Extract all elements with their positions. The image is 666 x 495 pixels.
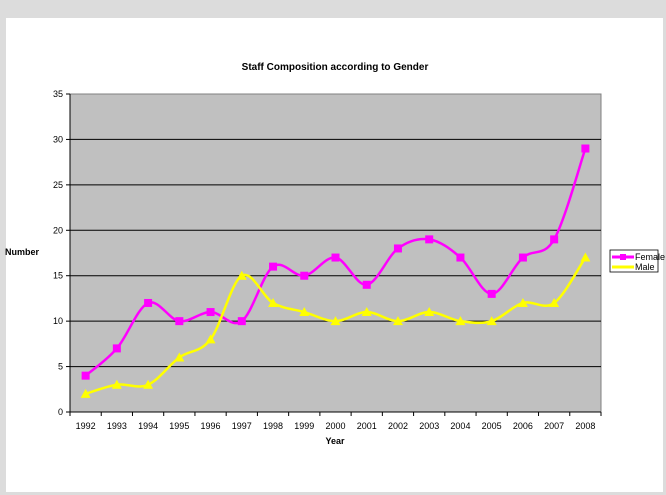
x-tick-label: 1994 xyxy=(138,421,158,431)
data-point-female xyxy=(393,244,402,253)
data-point-male xyxy=(455,316,466,326)
x-tick-label: 2007 xyxy=(544,421,564,431)
data-point-female xyxy=(518,253,527,262)
x-tick-label: 2006 xyxy=(513,421,533,431)
data-point-female xyxy=(425,235,434,244)
x-axis-title: Year xyxy=(325,436,345,446)
x-tick-label: 2001 xyxy=(357,421,377,431)
plot-area xyxy=(69,93,602,413)
y-axis: 0 5 10 15 20 25 30 35 xyxy=(53,89,71,417)
data-point-male xyxy=(205,334,216,344)
data-point-male xyxy=(143,379,154,389)
x-axis: 1992 1993 1994 1995 1996 1997 1998 1999 2000 2001… xyxy=(69,411,602,431)
chart-title: Staff Composition according to Gender xyxy=(242,62,429,73)
x-tick-label: 2008 xyxy=(575,421,595,431)
data-point-female xyxy=(81,371,90,380)
data-point-female xyxy=(144,298,153,307)
x-tick-label: 1997 xyxy=(232,421,252,431)
data-point-female xyxy=(331,253,340,262)
data-point-male xyxy=(392,316,403,326)
data-point-male xyxy=(299,307,310,317)
y-tick-label: 30 xyxy=(53,134,63,144)
data-point-male xyxy=(424,307,435,317)
y-tick-label: 35 xyxy=(53,89,63,99)
legend-label-male: Male xyxy=(635,262,655,272)
y-tick-label: 0 xyxy=(58,407,63,417)
data-point-female xyxy=(487,289,496,298)
legend: Female Male xyxy=(609,249,665,273)
series-markers xyxy=(80,144,591,398)
x-tick-label: 1992 xyxy=(76,421,96,431)
x-tick-label: 1995 xyxy=(169,421,189,431)
data-point-male xyxy=(268,297,279,307)
x-tick-label: 1999 xyxy=(294,421,314,431)
data-point-male xyxy=(486,316,497,326)
x-tick-label: 2005 xyxy=(482,421,502,431)
y-tick-label: 25 xyxy=(53,180,63,190)
data-point-female xyxy=(581,144,590,153)
y-tick-label: 10 xyxy=(53,316,63,326)
data-point-male xyxy=(580,252,591,262)
data-point-female xyxy=(237,317,246,326)
x-tick-label: 1998 xyxy=(263,421,283,431)
data-point-female xyxy=(269,262,278,271)
data-point-male xyxy=(549,297,560,307)
data-point-female xyxy=(456,253,465,262)
data-point-female xyxy=(550,235,559,244)
data-point-male xyxy=(330,316,341,326)
data-point-male xyxy=(236,270,247,280)
data-point-male xyxy=(111,379,122,389)
x-tick-label: 2000 xyxy=(325,421,345,431)
legend-marker-female xyxy=(620,254,626,260)
data-point-male xyxy=(361,307,372,317)
x-tick-label: 2002 xyxy=(388,421,408,431)
y-tick-label: 20 xyxy=(53,225,63,235)
y-axis-title: Number xyxy=(5,247,40,257)
x-tick-label: 2003 xyxy=(419,421,439,431)
data-point-male xyxy=(174,352,185,362)
x-tick-label: 1993 xyxy=(107,421,127,431)
legend-label-female: Female xyxy=(635,252,665,262)
data-point-male xyxy=(517,297,528,307)
data-point-female xyxy=(362,280,371,289)
data-point-male xyxy=(80,388,91,398)
y-tick-label: 15 xyxy=(53,271,63,281)
y-tick-label: 5 xyxy=(58,362,63,372)
x-tick-label: 1996 xyxy=(201,421,221,431)
data-point-female xyxy=(112,344,121,353)
data-point-female xyxy=(175,317,184,326)
data-point-female xyxy=(206,308,215,317)
data-point-female xyxy=(300,271,309,280)
x-tick-label: 2004 xyxy=(450,421,470,431)
